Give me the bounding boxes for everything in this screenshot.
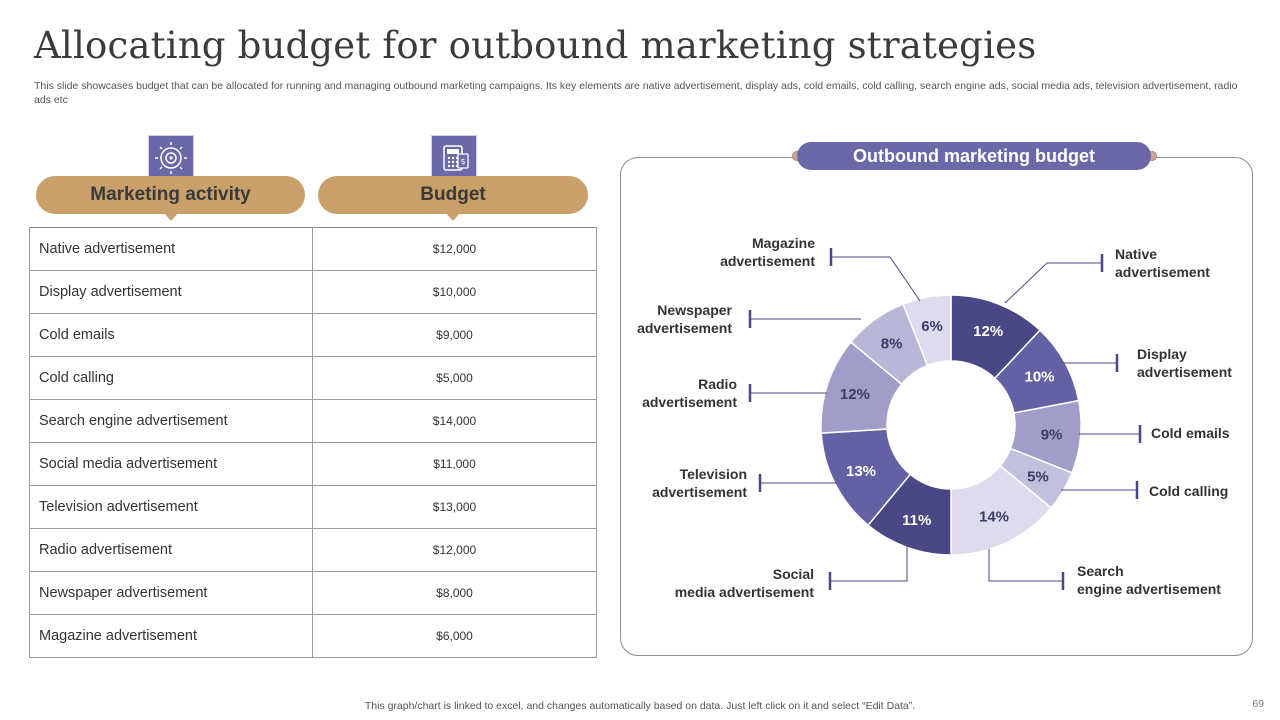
activity-cell: Social media advertisement [29, 442, 313, 486]
slice-percent-label: 13% [846, 463, 876, 480]
activity-cell: Search engine advertisement [29, 399, 313, 443]
calculator-money-icon: $ [431, 135, 477, 181]
budget-cell: $12,000 [312, 227, 597, 271]
activity-cell: Television advertisement [29, 485, 313, 529]
budget-cell: $14,000 [312, 399, 597, 443]
budget-cell: $6,000 [312, 614, 597, 658]
activity-cell: Magazine advertisement [29, 614, 313, 658]
category-label: Television [680, 466, 747, 482]
slice-percent-label: 5% [1027, 468, 1049, 485]
svg-text:$: $ [460, 157, 465, 166]
category-label: media advertisement [675, 584, 815, 600]
category-label: Radio [698, 376, 737, 392]
activity-cell: Native advertisement [29, 227, 313, 271]
category-label: Social [773, 566, 814, 582]
leader-line [1004, 262, 1102, 304]
activity-cell: Cold calling [29, 356, 313, 400]
leader-line [831, 256, 921, 302]
chart-title: Outbound marketing budget [797, 142, 1151, 170]
category-label: advertisement [1137, 364, 1232, 380]
activity-cell: Radio advertisement [29, 528, 313, 572]
activity-cell: Newspaper advertisement [29, 571, 313, 615]
slice-percent-label: 8% [881, 335, 903, 352]
budget-header-label: Budget [420, 184, 486, 205]
footer-note: This graph/chart is linked to excel, and… [364, 700, 916, 712]
leader-line [830, 545, 908, 582]
table-row: Magazine advertisement $6,000 [29, 614, 597, 658]
category-label: Cold emails [1151, 425, 1230, 441]
table-row: Cold calling $5,000 [29, 356, 597, 400]
marketing-activity-header: Marketing activity [36, 176, 305, 221]
page-number: 69 [1252, 698, 1264, 710]
category-label: advertisement [637, 320, 732, 336]
category-label: Search [1077, 563, 1124, 579]
header-notch [446, 213, 460, 221]
slice-percent-label: 12% [973, 323, 1003, 340]
marketing-activity-header-label: Marketing activity [90, 184, 251, 205]
category-label: advertisement [720, 253, 815, 269]
category-label: Newspaper [657, 302, 732, 318]
table-row: Display advertisement $10,000 [29, 270, 597, 314]
table-row: Newspaper advertisement $8,000 [29, 571, 597, 615]
budget-cell: $10,000 [312, 270, 597, 314]
budget-table: Native advertisement $12,000 Display adver… [29, 227, 597, 658]
slice-percent-label: 10% [1024, 368, 1054, 385]
category-label: advertisement [1115, 264, 1210, 280]
budget-cell: $8,000 [312, 571, 597, 615]
category-label: advertisement [642, 394, 737, 410]
page-subtitle: This slide showcases budget that can be … [34, 80, 1238, 106]
category-label: engine advertisement [1077, 581, 1221, 597]
activity-cell: Cold emails [29, 313, 313, 357]
category-label: Native [1115, 246, 1157, 262]
budget-cell: $11,000 [312, 442, 597, 486]
budget-cell: $9,000 [312, 313, 597, 357]
slice-percent-label: 14% [979, 508, 1009, 525]
table-row: Cold emails $9,000 [29, 313, 597, 357]
table-row: Search engine advertisement $14,000 [29, 399, 597, 443]
slice-percent-label: 11% [902, 512, 931, 529]
table-row: Social media advertisement $11,000 [29, 442, 597, 486]
table-row: Native advertisement $12,000 [29, 227, 597, 271]
category-label: Cold calling [1149, 483, 1228, 499]
slice-percent-label: 9% [1041, 427, 1063, 444]
slice-percent-label: 6% [921, 318, 943, 335]
category-label: advertisement [652, 484, 747, 500]
activity-cell: Display advertisement [29, 270, 313, 314]
page-title: Allocating budget for outbound marketing… [34, 24, 1037, 67]
table-row: Radio advertisement $12,000 [29, 528, 597, 572]
donut-chart: 12% 10% 9% 5% 14% 11% 13% 12% 8% 6% Native advertis… [637, 235, 1232, 600]
table-row: Television advertisement $13,000 [29, 485, 597, 529]
slice-percent-label: 12% [840, 386, 870, 403]
budget-header: Budget [318, 176, 588, 221]
category-label: Magazine [752, 235, 815, 251]
leader-line [988, 549, 1063, 582]
budget-cell: $12,000 [312, 528, 597, 572]
header-notch [163, 213, 178, 221]
target-gear-icon [148, 135, 194, 181]
budget-cell: $5,000 [312, 356, 597, 400]
donut-hole [887, 361, 1015, 489]
budget-cell: $13,000 [312, 485, 597, 529]
category-label: Display [1137, 346, 1187, 362]
